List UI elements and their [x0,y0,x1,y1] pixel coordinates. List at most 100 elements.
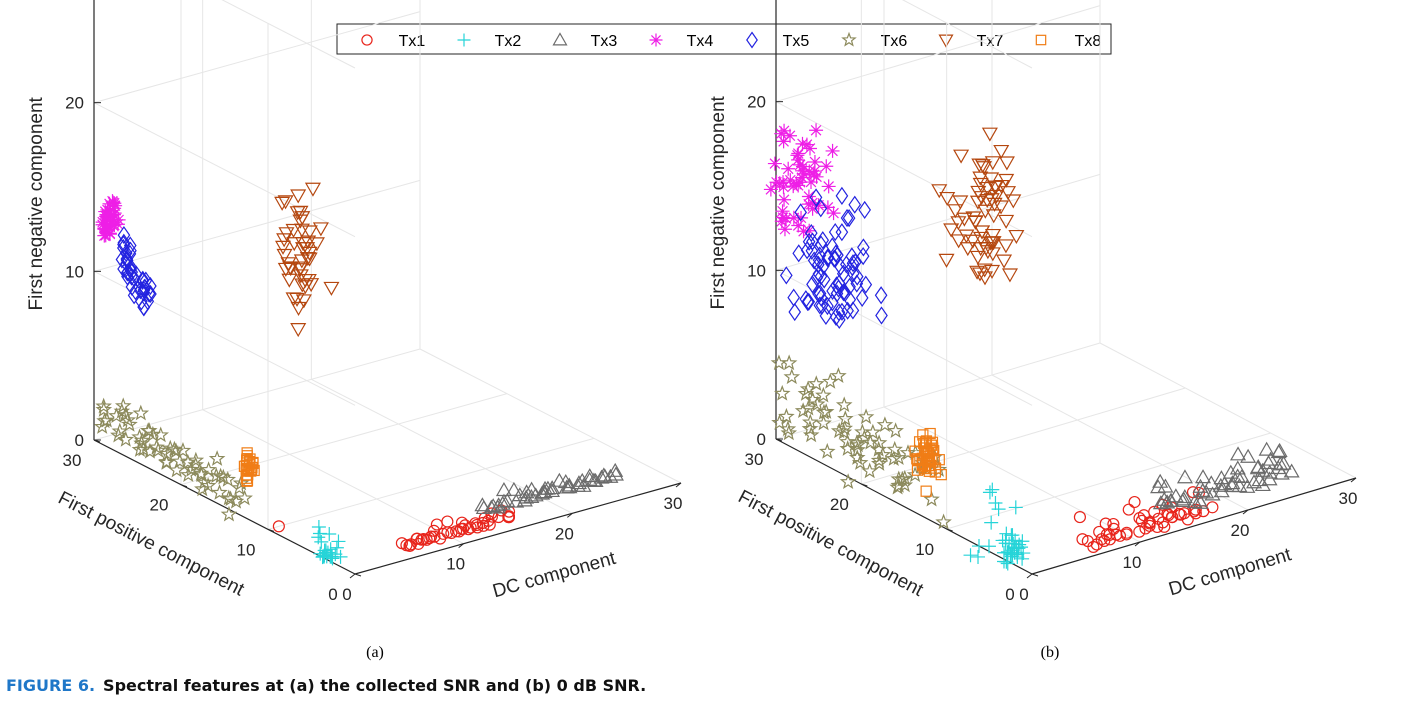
data-point-tx5 [788,302,802,322]
data-point-tx7 [972,242,989,257]
data-point-tx5 [841,301,854,320]
data-point-tx1 [441,526,454,539]
data-point-tx7 [292,269,309,284]
data-point-tx6 [808,395,826,412]
data-point-tx6 [890,476,908,493]
legend-label-tx3: Tx3 [591,33,618,50]
data-point-tx6 [149,441,167,458]
data-point-tx3 [1162,492,1179,508]
grid-line [901,0,1033,69]
data-point-tx5 [832,274,846,293]
data-point-tx1 [476,516,489,530]
y-tick [1031,573,1039,577]
data-point-tx2 [317,549,332,564]
data-point-tx7 [979,193,996,209]
data-point-tx7 [967,215,984,230]
series-tx7 [931,127,1025,286]
z-tick-label: 0 [75,431,84,450]
grid-line [93,348,421,441]
data-point-tx5 [848,195,862,214]
data-point-tx6 [864,423,882,440]
grid-line [93,270,356,406]
data-point-tx6 [199,477,217,493]
data-point-tx1 [1081,535,1094,548]
data-point-tx6 [113,402,131,419]
data-point-tx6 [890,470,908,487]
data-point-tx3 [1262,451,1279,466]
x-tick [458,543,464,549]
legend: Tx1 Tx2 Tx3 Tx4 Tx5 Tx6 Tx7 Tx8 [336,23,1112,55]
data-point-tx1 [428,530,441,543]
data-point-tx3 [561,477,578,492]
data-point-tx6 [885,450,903,466]
x-tick-label: 0 [342,585,351,604]
grid-line [221,0,356,69]
data-point-tx5 [850,274,864,293]
data-point-tx8 [929,462,942,474]
figure-caption: FIGURE 6. Spectral features at (a) the co… [6,676,646,695]
data-point-tx7 [282,262,299,277]
data-point-tx7 [1001,268,1019,283]
data-point-tx6 [207,467,225,484]
data-point-tx4 [783,173,798,188]
data-point-tx5 [124,241,137,260]
data-point-tx6 [830,367,847,383]
data-point-tx3 [544,480,561,495]
data-point-tx7 [938,253,955,268]
data-point-tx5 [117,259,130,279]
x-tick [1134,541,1141,547]
data-point-tx3 [1261,464,1278,479]
z-axis-title: First negative component [708,95,729,309]
data-point-tx8 [912,453,924,465]
series-tx3 [1150,441,1300,510]
data-point-tx5 [117,226,131,245]
data-point-tx1 [482,514,495,527]
grid-line [1099,342,1357,479]
data-point-tx4 [809,169,824,184]
z-tick-label: 10 [747,261,766,280]
data-point-tx6 [807,375,825,392]
data-point-tx8 [927,442,939,454]
data-point-tx4 [826,206,841,221]
data-point-tx4 [97,222,112,237]
data-point-tx5 [835,302,849,321]
data-point-tx7 [312,222,329,237]
data-point-tx5 [874,286,888,305]
data-point-tx2 [971,549,986,564]
data-point-tx6 [133,434,150,451]
x-tick [1350,477,1357,483]
data-point-tx2 [311,519,326,534]
grid-line [946,432,1271,530]
data-point-tx1 [411,532,424,545]
data-point-tx6 [835,396,853,413]
data-point-tx5 [817,270,831,289]
legend-marker-tx7 [938,34,954,48]
grid-line [861,387,1186,485]
z-tick-label: 20 [747,93,766,112]
data-point-tx3 [494,495,511,510]
data-point-tx2 [331,534,346,549]
data-point-tx5 [829,307,843,327]
data-point-tx5 [139,271,153,290]
data-point-tx7 [939,191,956,207]
data-point-tx6 [804,391,821,407]
data-point-tx6 [778,407,795,424]
data-point-tx1 [272,520,285,533]
data-point-tx3 [570,475,587,490]
data-point-tx2 [999,526,1014,541]
data-point-tx4 [825,143,840,158]
data-point-tx1 [1107,517,1120,531]
data-point-tx4 [805,195,820,210]
data-point-tx3 [1254,462,1271,477]
data-point-tx7 [998,214,1015,229]
data-point-tx6 [874,446,892,462]
data-point-tx5 [816,231,830,250]
data-point-tx7 [984,156,1001,171]
data-point-tx4 [821,179,836,194]
x-tick-label: 30 [664,494,683,513]
data-point-tx4 [819,159,834,174]
data-point-tx8 [922,459,935,472]
figure-caption-text: Spectral features at (a) the collected S… [103,676,647,695]
legend-marker-tx5 [746,31,758,49]
